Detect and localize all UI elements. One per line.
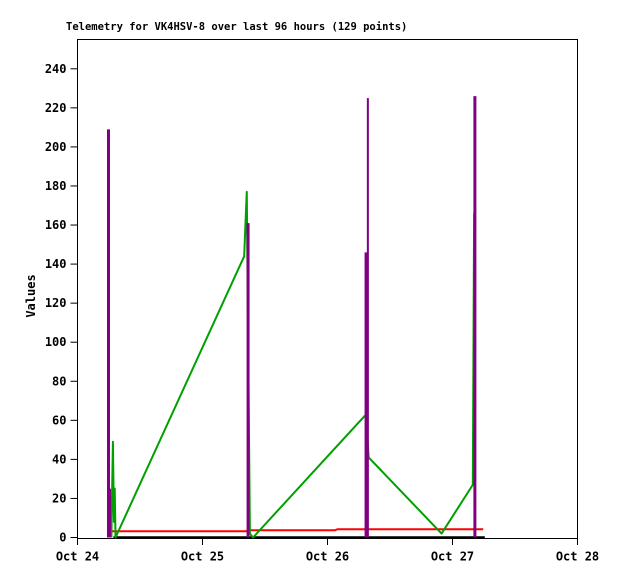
plot-border bbox=[77, 39, 578, 539]
y-tick-label: 240 bbox=[45, 62, 67, 76]
y-tick-label: 120 bbox=[45, 296, 67, 310]
chart-title: Telemetry for VK4HSV-8 over last 96 hour… bbox=[66, 21, 408, 33]
y-tick-label: 0 bbox=[59, 531, 66, 545]
series-channel-red-line bbox=[109, 528, 484, 533]
y-tick-label: 180 bbox=[45, 179, 67, 193]
y-tick-label: 60 bbox=[52, 413, 66, 427]
y-tick-label: 100 bbox=[45, 335, 67, 349]
y-tick-label: 200 bbox=[45, 140, 67, 154]
x-tick-label: Oct 25 bbox=[181, 550, 224, 564]
x-tick-label: Oct 28 bbox=[556, 550, 599, 564]
y-tick-label: 20 bbox=[52, 491, 66, 505]
y-tick-label: 160 bbox=[45, 218, 67, 232]
series-channel-green-line bbox=[110, 190, 476, 539]
x-tick-label: Oct 26 bbox=[306, 550, 349, 564]
y-tick-label: 40 bbox=[52, 452, 66, 466]
y-tick-label: 140 bbox=[45, 257, 67, 271]
x-tick-label: Oct 24 bbox=[56, 550, 99, 564]
x-tick-label: Oct 27 bbox=[431, 550, 474, 564]
y-tick-label: 80 bbox=[52, 374, 66, 388]
y-tick-label: 220 bbox=[45, 101, 67, 115]
